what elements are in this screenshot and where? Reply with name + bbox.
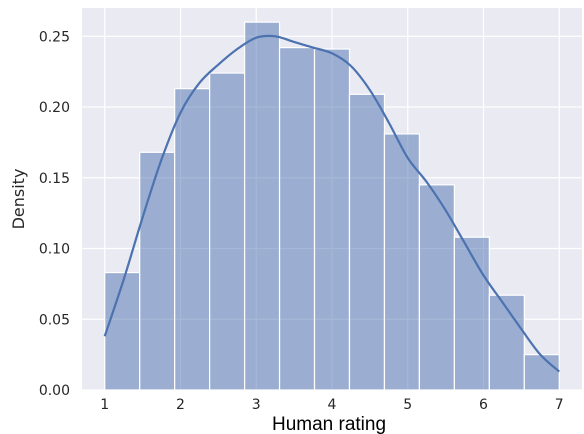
x-tick-label: 6 — [479, 397, 488, 413]
x-tick-label: 2 — [176, 397, 185, 413]
histogram-bar — [278, 47, 316, 391]
y-tick-label: 0.20 — [39, 100, 70, 116]
x-tick-label: 1 — [100, 397, 109, 413]
histogram-bar — [488, 294, 525, 391]
histogram-bar — [209, 72, 246, 391]
histogram-bar — [453, 236, 490, 391]
histogram-bar — [418, 184, 455, 391]
x-axis-ticks: 1 2 3 4 5 6 7 — [100, 397, 563, 413]
x-tick-label: 7 — [555, 397, 564, 413]
histogram-bar — [104, 271, 141, 391]
x-tick-label: 5 — [403, 397, 412, 413]
histogram-bar — [348, 93, 386, 391]
histogram-bars — [104, 21, 560, 391]
histogram-bar — [383, 133, 421, 391]
y-tick-label: 0.00 — [39, 383, 70, 399]
x-axis-label: Human rating — [272, 414, 386, 434]
y-tick-label: 0.25 — [39, 29, 70, 45]
histogram-bar — [139, 151, 176, 391]
x-tick-label: 3 — [252, 397, 261, 413]
x-tick-label: 4 — [328, 397, 337, 413]
y-tick-label: 0.15 — [39, 171, 70, 187]
y-axis-ticks: 0.00 0.05 0.10 0.15 0.20 0.25 — [39, 29, 70, 399]
y-tick-label: 0.10 — [39, 242, 70, 258]
histogram-bar — [523, 354, 560, 391]
histogram-bar — [243, 21, 281, 391]
kde-curve — [103, 34, 561, 373]
histogram-bar — [313, 48, 351, 391]
y-axis-label: Density — [9, 169, 28, 230]
histogram-bar — [174, 88, 211, 391]
y-tick-label: 0.05 — [39, 312, 70, 328]
